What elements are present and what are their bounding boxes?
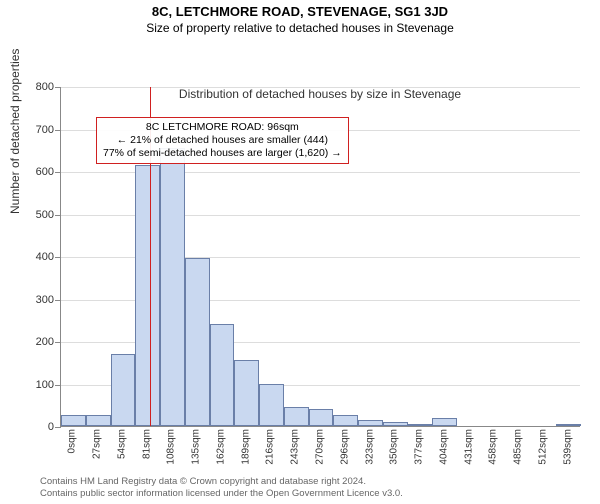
annotation-box: 8C LETCHMORE ROAD: 96sqm← 21% of detache… xyxy=(96,117,349,164)
bar xyxy=(432,418,457,426)
y-tick-label: 500 xyxy=(14,209,54,221)
bar xyxy=(358,420,383,426)
page-subtitle: Size of property relative to detached ho… xyxy=(0,21,600,35)
x-tick-label: 377sqm xyxy=(414,429,425,465)
x-tick-label: 323sqm xyxy=(364,429,375,465)
x-tick-label: 431sqm xyxy=(463,429,474,465)
x-tick-label: 539sqm xyxy=(562,429,573,465)
y-tick-label: 400 xyxy=(14,251,54,263)
y-tick xyxy=(55,257,61,258)
x-tick-label: 135sqm xyxy=(191,429,202,465)
bar xyxy=(333,415,358,426)
x-tick-label: 162sqm xyxy=(215,429,226,465)
footer-text: Contains HM Land Registry data © Crown c… xyxy=(40,476,403,500)
y-tick-label: 200 xyxy=(14,336,54,348)
annotation-line2: ← 21% of detached houses are smaller (44… xyxy=(103,134,342,147)
bar xyxy=(383,422,408,426)
y-tick-label: 100 xyxy=(14,379,54,391)
y-tick-label: 600 xyxy=(14,166,54,178)
y-tick xyxy=(55,385,61,386)
y-tick xyxy=(55,130,61,131)
x-tick-label: 350sqm xyxy=(389,429,400,465)
y-tick xyxy=(55,342,61,343)
y-tick-label: 800 xyxy=(14,81,54,93)
x-tick-label: 458sqm xyxy=(488,429,499,465)
bar xyxy=(61,415,86,426)
y-tick xyxy=(55,87,61,88)
x-tick-label: 81sqm xyxy=(141,429,152,459)
bar xyxy=(210,324,235,426)
y-tick xyxy=(55,300,61,301)
x-tick-label: 296sqm xyxy=(339,429,350,465)
y-tick xyxy=(55,172,61,173)
bar xyxy=(185,258,210,426)
y-tick-label: 700 xyxy=(14,124,54,136)
bar xyxy=(284,407,309,426)
x-tick-label: 243sqm xyxy=(290,429,301,465)
bar xyxy=(86,415,111,426)
annotation-line1: 8C LETCHMORE ROAD: 96sqm xyxy=(103,121,342,134)
bar xyxy=(111,354,136,426)
x-tick-label: 108sqm xyxy=(166,429,177,465)
bar xyxy=(556,424,581,426)
y-tick xyxy=(55,427,61,428)
grid-line xyxy=(61,87,580,88)
y-tick xyxy=(55,215,61,216)
bar xyxy=(408,424,433,426)
x-tick-label: 216sqm xyxy=(265,429,276,465)
bar xyxy=(259,384,284,427)
x-tick-label: 270sqm xyxy=(315,429,326,465)
x-tick-label: 0sqm xyxy=(67,429,78,453)
page-title: 8C, LETCHMORE ROAD, STEVENAGE, SG1 3JD xyxy=(0,4,600,19)
x-tick-label: 512sqm xyxy=(537,429,548,465)
x-tick-label: 27sqm xyxy=(92,429,103,459)
x-tick-label: 404sqm xyxy=(438,429,449,465)
footer-line-2: Contains public sector information licen… xyxy=(40,488,403,500)
x-tick-label: 54sqm xyxy=(116,429,127,459)
plot-area: 8C LETCHMORE ROAD: 96sqm← 21% of detache… xyxy=(60,87,580,427)
chart-container: 8C LETCHMORE ROAD: 96sqm← 21% of detache… xyxy=(60,87,580,457)
y-tick-label: 0 xyxy=(14,421,54,433)
bar xyxy=(135,165,160,426)
x-tick-label: 189sqm xyxy=(240,429,251,465)
bar xyxy=(309,409,334,426)
bar xyxy=(160,148,185,426)
x-tick-label: 485sqm xyxy=(513,429,524,465)
bar xyxy=(234,360,259,426)
y-tick-label: 300 xyxy=(14,294,54,306)
annotation-line3: 77% of semi-detached houses are larger (… xyxy=(103,147,342,160)
footer-line-1: Contains HM Land Registry data © Crown c… xyxy=(40,476,403,488)
